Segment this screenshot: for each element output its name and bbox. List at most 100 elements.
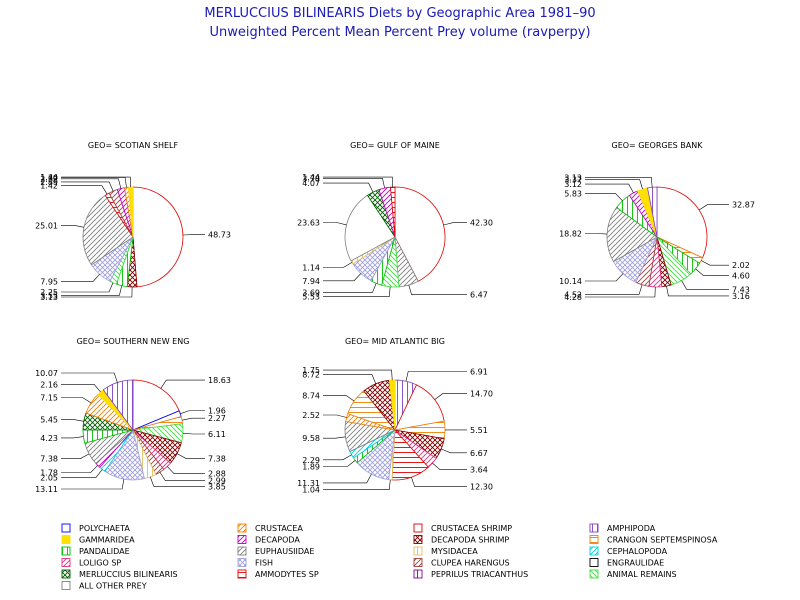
slice-label: 3.13: [40, 293, 58, 302]
leader-line: [61, 286, 133, 298]
legend-label: MYSIDACEA: [431, 547, 478, 556]
legend-item: CLUPEA HARENGUS: [413, 558, 510, 568]
leader-line: [182, 433, 205, 435]
legend-swatch: [413, 535, 423, 544]
leader-line: [585, 233, 608, 235]
legend-label: GAMMARIDEA: [79, 536, 135, 545]
legend-swatch: [237, 546, 247, 556]
leader-line: [61, 176, 131, 188]
slice-label: 5.83: [564, 190, 582, 199]
slice-label: 2.27: [208, 414, 226, 423]
leader-line: [159, 471, 205, 481]
slice-label: 3.37: [564, 176, 582, 185]
slice-label: 1.89: [302, 462, 320, 471]
leader-line: [150, 476, 205, 487]
legend-item: CEPHALOPODA: [589, 546, 668, 556]
leader-line: [323, 286, 391, 298]
legend-label: DECAPODA: [255, 536, 300, 545]
leader-line: [61, 469, 103, 478]
slice-label: 1.30: [40, 174, 58, 183]
slice-label: 3.85: [208, 482, 226, 491]
leader-line: [61, 383, 101, 393]
legend-item: MERLUCCIUS BILINEARIS: [61, 569, 178, 579]
legend-item: DECAPODA SHRIMP: [413, 535, 509, 545]
legend-swatch: [237, 523, 247, 533]
leader-line: [405, 371, 467, 382]
slice-label: 7.15: [40, 394, 58, 403]
legend-swatch: [61, 581, 71, 590]
slice-label: 5.53: [302, 293, 320, 302]
legend-label: MERLUCCIUS BILINEARIS: [79, 570, 178, 579]
chart-subtitle: Unweighted Percent Mean Percent Prey vol…: [209, 25, 590, 40]
legend-swatch: [237, 558, 247, 567]
leader-line: [323, 182, 374, 193]
legend-item: AMPHIPODA: [589, 523, 656, 533]
legend-swatch: [589, 558, 599, 567]
leader-line: [166, 466, 205, 475]
leader-line: [585, 273, 624, 282]
slice-label: 2.29: [302, 456, 320, 465]
leader-line: [432, 462, 467, 471]
slice-label: 5.51: [470, 426, 488, 435]
pie-title: GEO= SOUTHERN NEW ENG: [77, 337, 190, 346]
slice-label: 2.25: [40, 288, 58, 297]
legend-swatch: [61, 535, 71, 544]
legend-item: ALL OTHER PREY: [61, 581, 147, 591]
pie-title: GEO= GEORGES BANK: [612, 141, 704, 150]
slice-label: 2.32: [40, 175, 58, 184]
leader-line: [323, 222, 347, 226]
legend-swatch: [589, 546, 599, 556]
leader-line: [180, 410, 205, 414]
leader-line: [323, 473, 372, 484]
leader-line: [61, 185, 108, 195]
slice-label: 25.01: [35, 221, 58, 230]
leader-line: [181, 417, 205, 421]
legend-swatch: [61, 569, 71, 579]
slice-label: 1.04: [302, 486, 320, 495]
slice-label: 12.30: [470, 483, 493, 492]
slice-label: 4.28: [564, 293, 582, 302]
slice-label: 4.07: [302, 179, 320, 188]
leader-line: [61, 177, 127, 188]
leader-line: [323, 178, 385, 189]
legend-item: DECAPODA: [237, 535, 300, 545]
leader-line: [585, 193, 623, 202]
leader-line: [61, 282, 114, 293]
slice-label: 23.63: [297, 218, 320, 227]
slice-label: 18.82: [559, 229, 582, 238]
slice-label: 1.14: [302, 264, 320, 273]
legend-item: FISH: [237, 558, 273, 568]
slice-label: 11.31: [297, 479, 320, 488]
slice-label: 8.74: [302, 391, 320, 400]
legend-item: EUPHAUSIIDAE: [237, 546, 314, 556]
slice-label: 1.42: [40, 182, 58, 191]
leader-line: [323, 479, 391, 491]
legend-swatch: [237, 535, 247, 544]
leader-line: [323, 369, 393, 381]
leader-line: [61, 453, 90, 460]
leader-line: [585, 284, 643, 295]
slice-label: 7.94: [302, 277, 320, 286]
slice-label: 7.43: [732, 285, 750, 294]
legend-swatch: [413, 569, 423, 579]
leader-line: [61, 436, 84, 439]
leader-line: [61, 181, 114, 192]
legend-label: PEPRILUS TRIACANTHUS: [431, 570, 528, 579]
pie-title: GEO= MID ATLANTIC BIG: [345, 337, 445, 346]
slice-label: 3.16: [732, 292, 750, 301]
pie-slice: [656, 186, 708, 259]
pie-title: GEO= SCOTIAN SHELF: [88, 141, 179, 150]
pie-panel: GEO= GEORGES BANK 32.87 2.024.60 7.433.16 4.…: [559, 141, 755, 302]
leader-line: [323, 273, 362, 282]
legend-swatch: [61, 523, 71, 533]
slice-label: 2.02: [732, 261, 750, 270]
legend-item: PANDALIDAE: [61, 546, 130, 556]
leader-line: [585, 183, 634, 194]
leader-line: [323, 436, 346, 439]
slice-label: 3.13: [564, 173, 582, 182]
slice-label: 3.78: [302, 174, 320, 183]
pie-slice: [132, 186, 184, 288]
pie-slice: [344, 194, 396, 262]
leader-line: [585, 286, 656, 298]
slice-label: 18.63: [208, 376, 231, 385]
